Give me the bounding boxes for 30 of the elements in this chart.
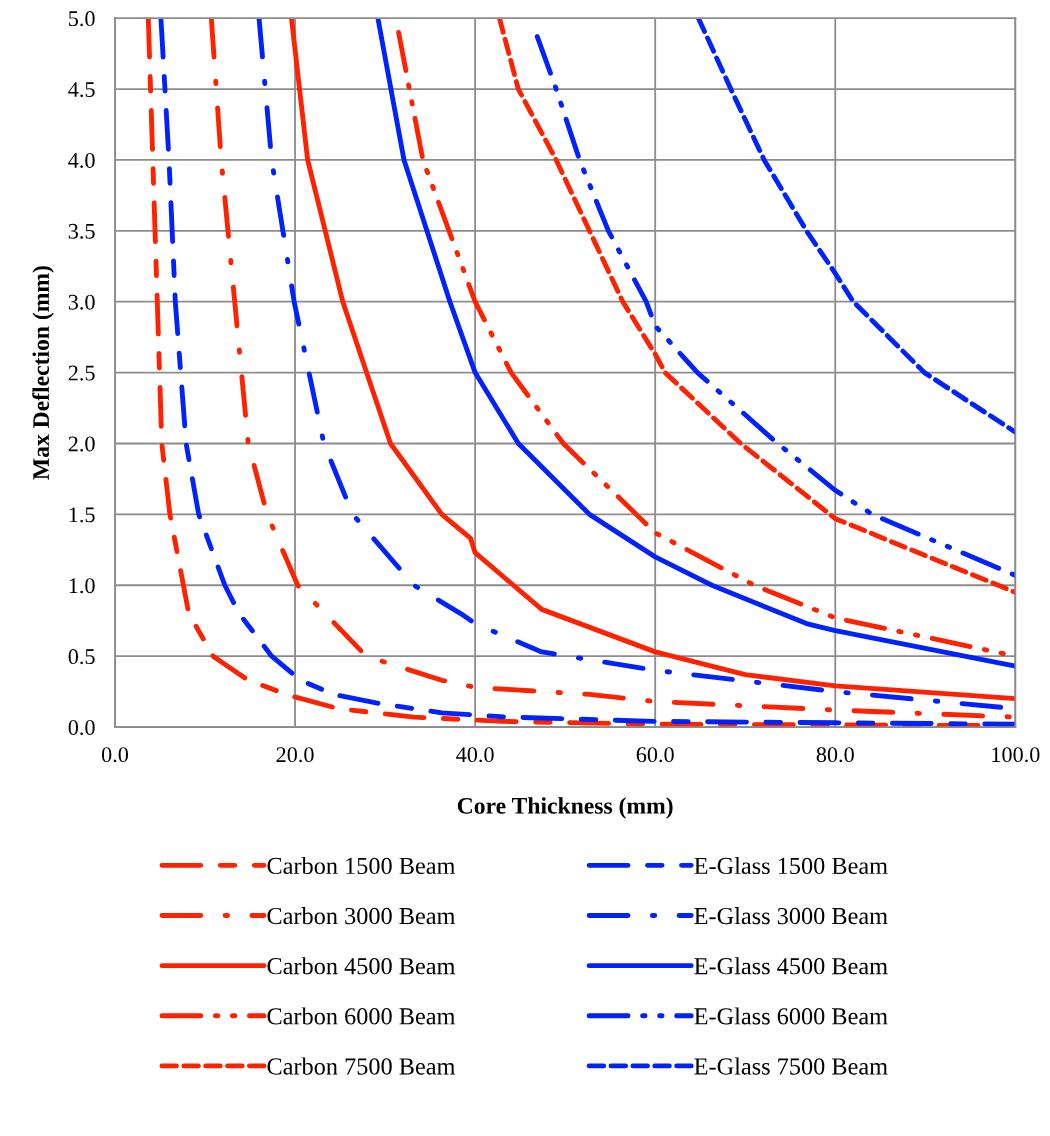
y-axis-title: Max Deflection (mm) (32, 266, 54, 480)
y-tick-label: 2.5 (68, 365, 95, 381)
y-tick-label: 5.0 (69, 11, 95, 27)
x-axis-title: Core Thickness (mm) (457, 797, 673, 819)
legend-label: E-Glass 4500 Beam (694, 957, 888, 975)
legend-label: Carbon 4500 Beam (267, 957, 456, 975)
legend-label: E-Glass 6000 Beam (694, 1007, 888, 1025)
legend-label: Carbon 7500 Beam (267, 1057, 456, 1075)
x-tick-label: 20.0 (276, 747, 314, 763)
legend-label: Carbon 1500 Beam (267, 856, 456, 875)
y-tick-label: 0.5 (68, 649, 95, 665)
y-tick-label: 2.0 (68, 436, 95, 452)
y-tick-label: 3.5 (68, 223, 95, 239)
y-tick-label: 1.5 (69, 507, 95, 523)
x-tick-label: 80.0 (816, 747, 854, 763)
x-tick-label: 0.0 (101, 747, 129, 763)
legend-label: Carbon 3000 Beam (267, 907, 456, 925)
y-tick-label: 0.0 (68, 719, 95, 736)
legend-label: Carbon 6000 Beam (267, 1007, 456, 1025)
y-tick-label: 4.5 (68, 82, 95, 98)
x-tick-label: 100.0 (992, 747, 1040, 763)
y-tick-label: 1.0 (69, 578, 95, 594)
line-series (695, 18, 1016, 435)
legend-label: E-Glass 3000 Beam (694, 907, 888, 925)
x-tick-label: 60.0 (636, 747, 674, 763)
legend-label: E-Glass 7500 Beam (694, 1057, 888, 1075)
x-tick-label: 40.0 (456, 747, 494, 763)
y-tick-label: 3.0 (68, 294, 95, 310)
y-tick-label: 4.0 (68, 152, 95, 168)
legend-label: E-Glass 1500 Beam (694, 856, 888, 875)
